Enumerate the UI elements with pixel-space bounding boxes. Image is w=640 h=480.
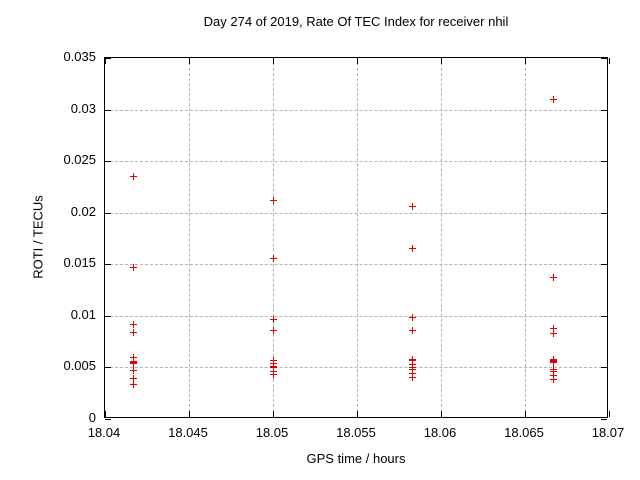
y-tick-label: 0.01 (70, 306, 96, 322)
axis-tick-left (105, 212, 111, 214)
axis-tick-bottom (357, 411, 358, 417)
gridline-vertical (189, 58, 190, 417)
data-point-marker (408, 245, 416, 253)
axis-tick-bottom (105, 411, 106, 417)
chart-title: Day 274 of 2019, Rate Of TEC Index for r… (203, 14, 509, 29)
axis-tick-left (105, 367, 111, 369)
axis-tick-right (601, 315, 607, 317)
y-tick-label: 0 (88, 410, 96, 425)
data-point-marker (550, 274, 558, 282)
data-point-marker (408, 314, 416, 322)
data-point-marker (550, 358, 558, 366)
gridline-vertical (273, 58, 274, 417)
data-point-marker (130, 375, 138, 383)
gridline-horizontal (105, 109, 607, 111)
axis-tick-left (105, 315, 111, 317)
data-point-marker (408, 326, 416, 334)
x-axis-title: GPS time / hours (306, 451, 406, 466)
x-tick-label: 18.055 (336, 425, 376, 440)
data-point-marker (269, 326, 277, 334)
y-tick-label: 0.02 (70, 203, 96, 219)
gridline-vertical (357, 58, 358, 417)
gridline-vertical (525, 58, 526, 417)
axis-tick-right (601, 109, 607, 111)
data-point-marker (408, 203, 416, 211)
axis-tick-bottom (441, 411, 442, 417)
data-point-marker (269, 363, 277, 371)
axis-tick-top (525, 58, 526, 64)
axis-tick-top (441, 58, 442, 64)
data-point-marker (269, 254, 277, 262)
data-point-marker (408, 356, 416, 364)
data-point-marker (550, 376, 558, 384)
data-point-marker (550, 368, 558, 376)
axis-tick-bottom (525, 411, 526, 417)
gridline-horizontal (105, 161, 607, 163)
x-tick-label: 18.07 (591, 425, 625, 440)
y-tick-label: 0.015 (63, 255, 96, 271)
data-point-marker (130, 353, 138, 361)
data-point-marker (130, 381, 138, 389)
gridline-vertical (441, 58, 442, 417)
y-tick-label: 0.03 (70, 100, 96, 116)
axis-tick-right (601, 419, 607, 420)
x-tick-label: 18.04 (87, 425, 121, 440)
y-tick-label: 0.005 (63, 358, 96, 374)
data-point-marker (269, 371, 277, 379)
axis-tick-right (601, 58, 607, 59)
axis-tick-bottom (273, 411, 274, 417)
data-point-marker (408, 365, 416, 373)
axis-tick-left (105, 419, 111, 420)
axis-tick-left (105, 109, 111, 111)
axis-tick-right (601, 264, 607, 266)
x-tick-label: 18.065 (504, 425, 544, 440)
x-tick-label: 18.045 (168, 425, 208, 440)
data-point-marker (408, 374, 416, 382)
gridline-horizontal (105, 264, 607, 266)
axis-tick-right (601, 212, 607, 214)
plot-area (104, 57, 610, 420)
data-point-marker (269, 316, 277, 324)
y-tick-label: 0.035 (63, 49, 96, 64)
axis-tick-bottom (609, 411, 610, 417)
y-tick-label: 0.025 (63, 152, 96, 168)
axis-tick-top (189, 58, 190, 64)
data-point-marker (130, 263, 138, 271)
axis-tick-left (105, 58, 111, 59)
data-point-marker (130, 328, 138, 336)
data-point-marker (269, 196, 277, 204)
data-point-marker (130, 320, 138, 328)
gridline-horizontal (105, 367, 607, 369)
data-point-marker (130, 359, 138, 367)
data-point-marker (550, 329, 558, 337)
axis-tick-top (609, 58, 610, 64)
axis-tick-right (601, 161, 607, 163)
data-point-marker (550, 372, 558, 380)
data-point-marker (550, 324, 558, 332)
axis-tick-bottom (189, 411, 190, 417)
axis-tick-top (273, 58, 274, 64)
axis-tick-left (105, 264, 111, 266)
gridline-horizontal (105, 212, 607, 214)
axis-tick-right (601, 367, 607, 369)
gridline-horizontal (105, 315, 607, 317)
data-point-marker (130, 367, 138, 375)
data-point-marker (130, 173, 138, 181)
axis-tick-left (105, 161, 111, 163)
x-tick-label: 18.06 (423, 425, 457, 440)
data-point-marker (550, 95, 558, 103)
axis-tick-top (105, 58, 106, 64)
data-point-marker (408, 370, 416, 378)
x-tick-label: 18.05 (255, 425, 289, 440)
axis-tick-top (357, 58, 358, 64)
